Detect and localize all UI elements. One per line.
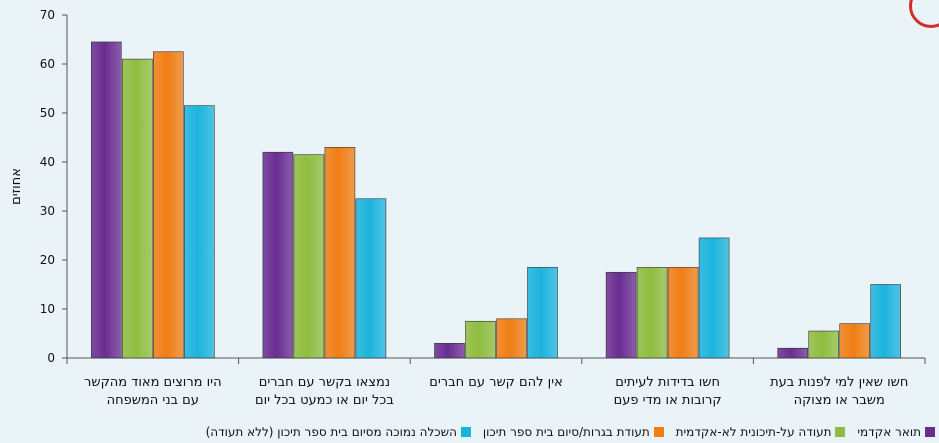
bar-series-4-cat-3 bbox=[527, 267, 558, 359]
legend-label-series-4: השכלה נמוכה מסיום בית ספר תיכון (ללא תעו… bbox=[205, 425, 457, 439]
legend-label-series-1: תואר אקדמי bbox=[857, 425, 921, 439]
bar-series-1-cat-1 bbox=[91, 41, 122, 359]
y-tick-label: 10 bbox=[40, 302, 55, 316]
bar-series-3-cat-3 bbox=[496, 318, 527, 359]
legend-swatch-series-3 bbox=[653, 427, 664, 437]
bar-series-2-cat-4 bbox=[636, 267, 668, 359]
x-category-label: קרובות או מדי פעם bbox=[614, 393, 722, 408]
bar-series-3-cat-2 bbox=[324, 147, 356, 359]
legend-item-series-1: תואר אקדמי bbox=[857, 424, 935, 440]
x-category-label: היו מרוצים מאוד מהקשר bbox=[84, 375, 222, 390]
x-category-label: נמצאו בקשר עם חברים bbox=[259, 375, 390, 390]
y-tick-label: 50 bbox=[40, 106, 55, 120]
bar-series-2-cat-2 bbox=[293, 154, 325, 359]
x-category-label: חשו בדידות לעיתים bbox=[615, 375, 720, 390]
x-category-label: אין להם קשר עם חברים bbox=[429, 375, 563, 390]
x-category-label: בכל יום או כמעט בכל יום bbox=[255, 393, 394, 408]
chart-legend: תואר אקדמי תעודה על-תיכונית לא-אקדמית תע… bbox=[0, 424, 935, 440]
bar-series-2-cat-3 bbox=[465, 320, 496, 359]
bar-series-4-cat-5 bbox=[870, 284, 902, 359]
y-axis-title: אחוזים bbox=[9, 168, 24, 205]
bar-series-3-cat-5 bbox=[839, 323, 871, 359]
bar-series-1-cat-2 bbox=[262, 151, 294, 359]
bar-series-1-cat-3 bbox=[434, 342, 465, 359]
x-category-label: חשו שאין למי לפנות בעת bbox=[770, 375, 908, 390]
bar-series-4-cat-2 bbox=[355, 198, 387, 359]
bar-series-3-cat-1 bbox=[153, 51, 184, 359]
y-tick-label: 20 bbox=[40, 253, 55, 267]
y-tick-label: 70 bbox=[40, 8, 55, 22]
y-tick-label: 60 bbox=[40, 57, 55, 71]
legend-item-series-4: השכלה נמוכה מסיום בית ספר תיכון (ללא תעו… bbox=[206, 424, 471, 440]
bar-series-4-cat-1 bbox=[184, 105, 215, 359]
bar-series-1-cat-5 bbox=[777, 347, 809, 359]
legend-item-series-2: תעודה על-תיכונית לא-אקדמית bbox=[676, 424, 846, 440]
x-category-label: עם בני המשפחה bbox=[107, 393, 199, 408]
bar-series-3-cat-4 bbox=[667, 267, 699, 359]
y-tick-label: 30 bbox=[40, 204, 55, 218]
bar-series-2-cat-5 bbox=[808, 330, 840, 359]
legend-swatch-series-2 bbox=[835, 427, 846, 437]
bar-series-2-cat-1 bbox=[122, 58, 153, 359]
legend-label-series-3: תעודת בגרות/סיום בית ספר תיכון bbox=[482, 425, 650, 439]
y-tick-label: 40 bbox=[40, 155, 55, 169]
legend-label-series-2: תעודה על-תיכונית לא-אקדמית bbox=[675, 425, 832, 439]
x-category-label: משבר או מצוקה bbox=[794, 393, 885, 408]
y-tick-label: 0 bbox=[47, 351, 55, 365]
bar-series-4-cat-4 bbox=[698, 237, 730, 359]
legend-swatch-series-4 bbox=[460, 427, 471, 437]
legend-swatch-series-1 bbox=[925, 427, 935, 437]
bar-series-1-cat-4 bbox=[605, 271, 637, 359]
legend-item-series-3: תעודת בגרות/סיום בית ספר תיכון bbox=[483, 424, 664, 440]
